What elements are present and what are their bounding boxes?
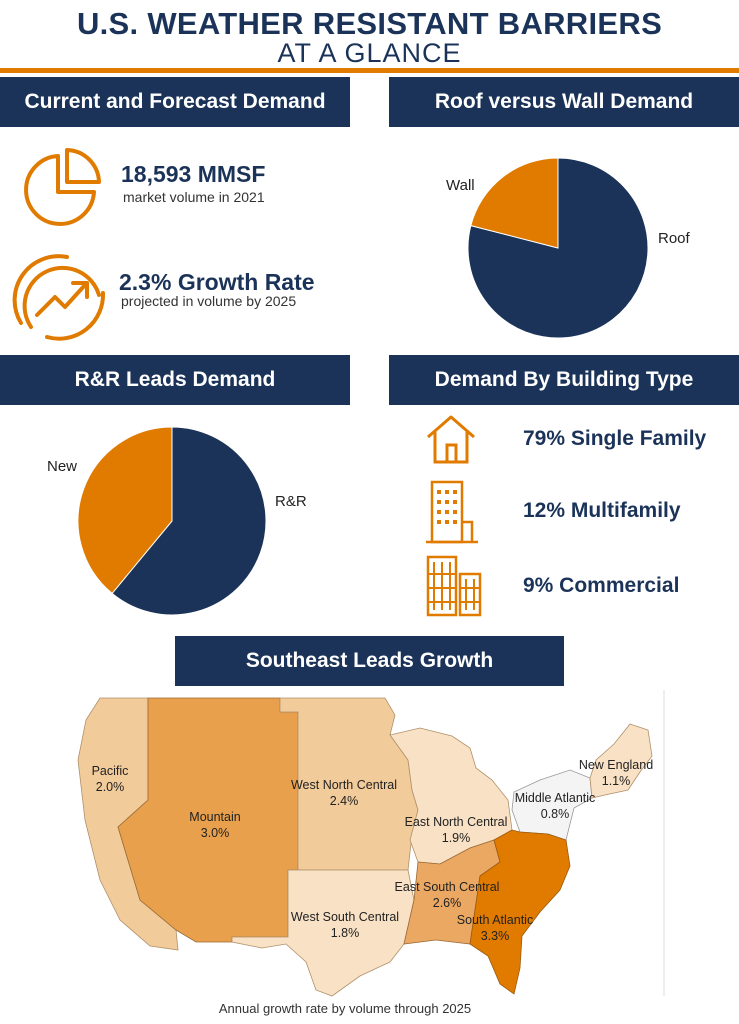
pie-slice-new bbox=[77, 426, 173, 595]
section-header-southeast: Southeast Leads Growth bbox=[175, 636, 564, 686]
house-icon bbox=[427, 415, 475, 464]
page-subtitle: AT A GLANCE bbox=[277, 38, 462, 68]
pie-slice-r-r bbox=[111, 426, 267, 616]
map-value-middle-atlantic: 0.8% bbox=[541, 807, 570, 821]
commercial-building-icon bbox=[426, 555, 482, 617]
growth-rate-value: 2.3% Growth Rate bbox=[119, 269, 315, 295]
pie-chart-icon bbox=[24, 148, 101, 226]
apartment-building-icon bbox=[426, 480, 478, 544]
map-value-west-north-central: 2.4% bbox=[330, 794, 359, 808]
pie-slice-wall bbox=[470, 157, 559, 249]
building-type-single-family: 79% Single Family bbox=[523, 427, 707, 450]
map-label-new-england: New England bbox=[579, 758, 653, 772]
market-volume-value: 18,593 MMSF bbox=[121, 161, 266, 187]
map-value-mountain: 3.0% bbox=[201, 826, 230, 840]
section-header-rr: R&R Leads Demand bbox=[0, 355, 350, 405]
region-middle-atlantic bbox=[511, 769, 593, 841]
map-value-south-atlantic: 3.3% bbox=[481, 929, 510, 943]
growth-rate-desc: projected in volume by 2025 bbox=[121, 293, 297, 309]
region-new-england bbox=[589, 723, 653, 799]
map-value-pacific: 2.0% bbox=[96, 780, 125, 794]
market-volume-desc: market volume in 2021 bbox=[123, 189, 265, 205]
pie-label-r-r: R&R bbox=[275, 493, 307, 510]
section-header-roof-wall: Roof versus Wall Demand bbox=[389, 77, 739, 127]
map-label-west-south-central: West South Central bbox=[291, 910, 399, 924]
map-label-east-south-central: East South Central bbox=[395, 880, 500, 894]
page-title: U.S. WEATHER RESISTANT BARRIERS bbox=[76, 6, 663, 41]
section-header-demand: Current and Forecast Demand bbox=[0, 77, 350, 127]
map-label-east-north-central: East North Central bbox=[405, 815, 508, 829]
section-header-building: Demand By Building Type bbox=[389, 355, 739, 405]
map-label-pacific: Pacific bbox=[92, 764, 129, 778]
pie-label-wall: Wall bbox=[446, 177, 475, 194]
map-label-west-north-central: West North Central bbox=[291, 778, 397, 792]
map-value-west-south-central: 1.8% bbox=[331, 926, 360, 940]
map-label-south-atlantic: South Atlantic bbox=[457, 913, 533, 927]
region-south-atlantic bbox=[469, 829, 571, 995]
building-type-multifamily: 12% Multifamily bbox=[523, 499, 681, 522]
map-value-east-south-central: 2.6% bbox=[433, 896, 462, 910]
growth-chart-icon bbox=[12, 254, 106, 341]
building-type-commercial: 9% Commercial bbox=[523, 574, 680, 597]
map-caption: Annual growth rate by volume through 202… bbox=[218, 1001, 472, 1016]
pie-label-new: New bbox=[47, 458, 77, 475]
map-value-new-england: 1.1% bbox=[602, 774, 631, 788]
map-value-east-north-central: 1.9% bbox=[442, 831, 471, 845]
map-label-middle-atlantic: Middle Atlantic bbox=[515, 791, 596, 805]
header-divider bbox=[0, 68, 739, 73]
map-label-mountain: Mountain bbox=[189, 810, 240, 824]
pie-label-roof: Roof bbox=[658, 230, 691, 247]
